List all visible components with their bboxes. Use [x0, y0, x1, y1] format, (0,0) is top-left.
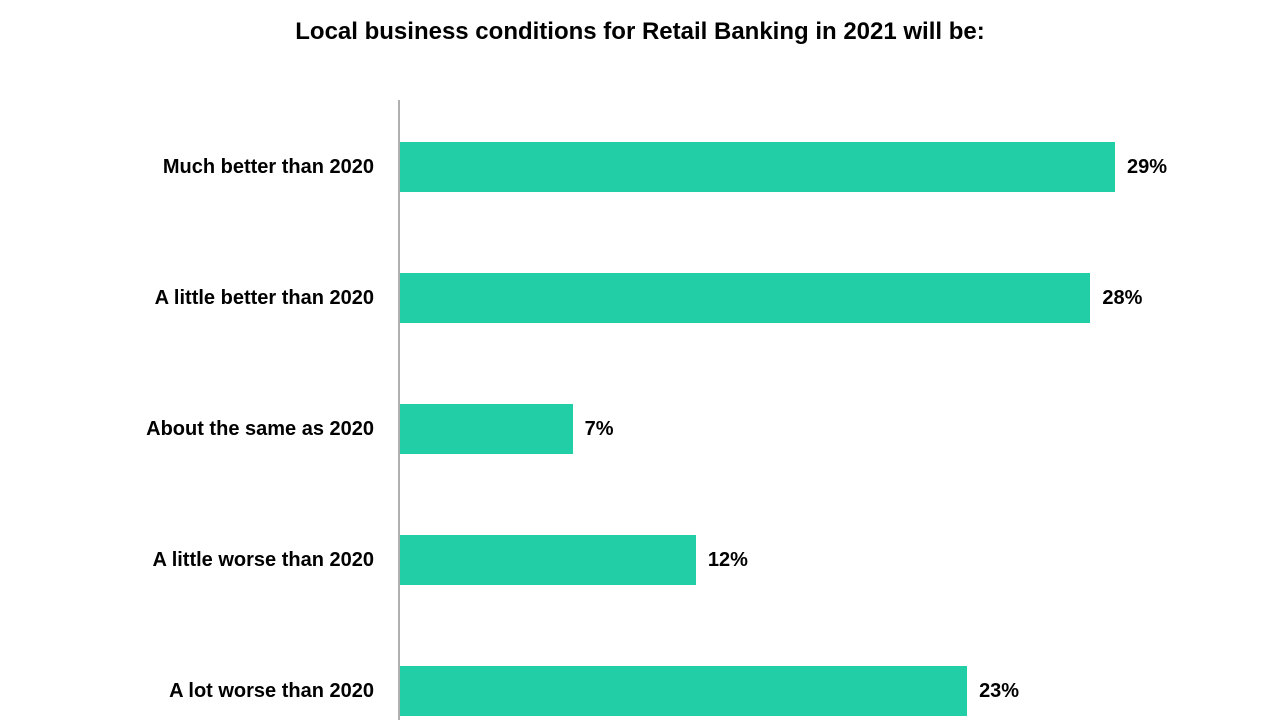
- bar: [400, 142, 1115, 192]
- bar-row: A little better than 2020 28%: [0, 273, 1280, 323]
- chart-title: Local business conditions for Retail Ban…: [0, 18, 1280, 46]
- bar-value: 28%: [1102, 287, 1142, 310]
- bar-row: A little worse than 2020 12%: [0, 535, 1280, 585]
- bar-label: About the same as 2020: [146, 418, 374, 441]
- bar-row: About the same as 2020 7%: [0, 404, 1280, 454]
- bar-row: A lot worse than 2020 23%: [0, 666, 1280, 716]
- bar-value: 7%: [585, 418, 614, 441]
- bar: [400, 535, 696, 585]
- bar-label: Much better than 2020: [163, 156, 374, 179]
- bar: [400, 666, 967, 716]
- bar-value: 12%: [708, 549, 748, 572]
- bar-value: 23%: [979, 680, 1019, 703]
- bar-label: A little worse than 2020: [152, 549, 374, 572]
- bar: [400, 273, 1090, 323]
- bar-row: Much better than 2020 29%: [0, 142, 1280, 192]
- bar-label: A lot worse than 2020: [169, 680, 374, 703]
- bar: [400, 404, 573, 454]
- chart-area: Much better than 2020 29% A little bette…: [0, 100, 1280, 720]
- bar-value: 29%: [1127, 156, 1167, 179]
- bar-label: A little better than 2020: [155, 287, 374, 310]
